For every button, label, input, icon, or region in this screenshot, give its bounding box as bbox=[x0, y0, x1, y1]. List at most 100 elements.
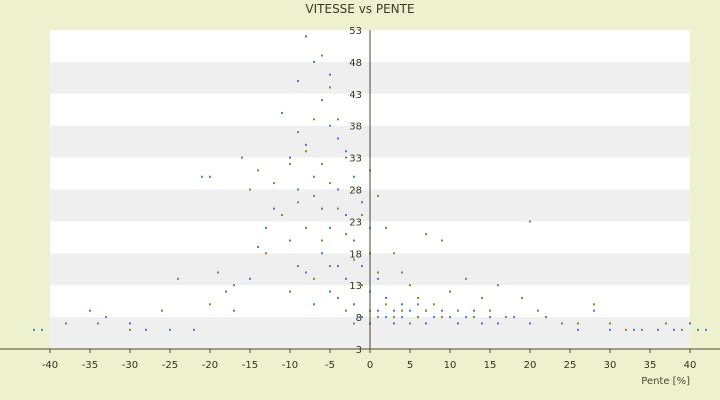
data-point bbox=[289, 156, 291, 159]
data-point bbox=[297, 131, 299, 134]
data-point bbox=[337, 265, 339, 268]
data-point bbox=[609, 322, 611, 325]
data-point bbox=[321, 207, 323, 210]
data-point bbox=[441, 239, 443, 242]
data-point bbox=[337, 296, 339, 299]
data-point bbox=[705, 328, 707, 331]
data-point bbox=[385, 316, 387, 319]
data-point bbox=[353, 239, 355, 242]
data-point bbox=[681, 328, 683, 331]
data-point bbox=[225, 290, 227, 293]
data-point bbox=[345, 150, 347, 153]
data-point bbox=[65, 322, 67, 325]
data-point bbox=[377, 194, 379, 197]
data-point bbox=[305, 143, 307, 146]
data-point bbox=[577, 328, 579, 331]
x-tick-label: -20 bbox=[202, 360, 218, 371]
data-point bbox=[233, 284, 235, 287]
data-point bbox=[273, 207, 275, 210]
data-point bbox=[497, 284, 499, 287]
data-point bbox=[313, 60, 315, 63]
y-tick-label: 28 bbox=[349, 186, 362, 197]
data-point bbox=[169, 328, 171, 331]
data-point bbox=[89, 309, 91, 312]
x-tick-label: 30 bbox=[604, 360, 617, 371]
data-point bbox=[313, 303, 315, 306]
data-point bbox=[449, 290, 451, 293]
data-point bbox=[329, 86, 331, 89]
data-point bbox=[377, 277, 379, 280]
data-point bbox=[593, 303, 595, 306]
data-point bbox=[401, 316, 403, 319]
y-tick-label: 48 bbox=[349, 58, 362, 69]
data-point bbox=[577, 322, 579, 325]
data-point bbox=[409, 322, 411, 325]
data-point bbox=[145, 328, 147, 331]
data-point bbox=[417, 316, 419, 319]
data-point bbox=[329, 226, 331, 229]
data-point bbox=[313, 118, 315, 121]
data-point bbox=[281, 111, 283, 114]
data-point bbox=[361, 214, 363, 217]
data-point bbox=[561, 322, 563, 325]
data-point bbox=[377, 316, 379, 319]
x-tick-label: -15 bbox=[242, 360, 258, 371]
data-point bbox=[473, 316, 475, 319]
data-point bbox=[481, 296, 483, 299]
data-point bbox=[673, 328, 675, 331]
data-point bbox=[385, 296, 387, 299]
data-point bbox=[353, 258, 355, 261]
data-point bbox=[273, 182, 275, 185]
data-point bbox=[297, 80, 299, 83]
y-tick-label: 33 bbox=[349, 154, 362, 165]
data-point bbox=[305, 35, 307, 38]
data-point bbox=[209, 175, 211, 178]
data-point bbox=[297, 201, 299, 204]
x-tick-label: -10 bbox=[282, 360, 298, 371]
x-tick-label: -30 bbox=[122, 360, 138, 371]
data-point bbox=[433, 316, 435, 319]
data-point bbox=[489, 316, 491, 319]
data-point bbox=[209, 303, 211, 306]
data-point bbox=[305, 226, 307, 229]
y-tick-label: 8 bbox=[356, 313, 362, 324]
data-point bbox=[313, 175, 315, 178]
data-point bbox=[353, 188, 355, 191]
x-tick-label: 20 bbox=[524, 360, 537, 371]
data-point bbox=[129, 322, 131, 325]
data-point bbox=[321, 54, 323, 57]
data-point bbox=[337, 188, 339, 191]
data-point bbox=[345, 233, 347, 236]
y-tick-label: 38 bbox=[349, 122, 362, 133]
y-tick-label: 13 bbox=[349, 281, 362, 292]
data-point bbox=[337, 137, 339, 140]
x-tick-label: 35 bbox=[644, 360, 657, 371]
data-point bbox=[249, 188, 251, 191]
data-point bbox=[329, 290, 331, 293]
data-point bbox=[457, 322, 459, 325]
x-tick-label: -35 bbox=[82, 360, 98, 371]
data-point bbox=[321, 252, 323, 255]
data-point bbox=[513, 316, 515, 319]
x-tick-label: 15 bbox=[484, 360, 497, 371]
data-point bbox=[241, 156, 243, 159]
data-point bbox=[265, 252, 267, 255]
data-point bbox=[329, 124, 331, 127]
data-point bbox=[641, 328, 643, 331]
data-point bbox=[377, 271, 379, 274]
data-point bbox=[297, 265, 299, 268]
y-tick-label: 43 bbox=[349, 90, 362, 101]
data-point bbox=[321, 239, 323, 242]
data-point bbox=[497, 322, 499, 325]
data-point bbox=[177, 277, 179, 280]
data-point bbox=[465, 277, 467, 280]
y-tick-label: 3 bbox=[356, 345, 362, 356]
data-point bbox=[289, 239, 291, 242]
data-point bbox=[697, 328, 699, 331]
data-point bbox=[377, 309, 379, 312]
data-point bbox=[345, 156, 347, 159]
data-point bbox=[385, 303, 387, 306]
data-point bbox=[353, 322, 355, 325]
data-point bbox=[345, 214, 347, 217]
data-point bbox=[393, 316, 395, 319]
